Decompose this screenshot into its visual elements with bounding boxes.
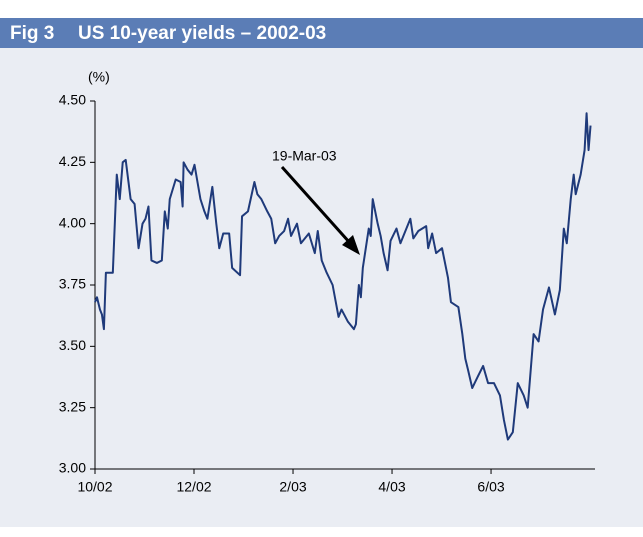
- chart-panel: [0, 48, 643, 527]
- figure-label: Fig 3: [10, 23, 54, 44]
- x-tick-label: 2/03: [279, 479, 306, 495]
- x-tick-label: 12/02: [176, 479, 211, 495]
- y-tick-label: 3.25: [59, 398, 86, 414]
- arrow-head: [342, 235, 360, 255]
- x-tick-label: 6/03: [477, 479, 504, 495]
- y-tick-label: 3.00: [59, 460, 86, 476]
- x-tick-label: 10/02: [77, 479, 112, 495]
- y-tick-label: 3.50: [59, 337, 86, 353]
- yield-line: [94, 112, 592, 441]
- x-tick-label: 4/03: [378, 479, 405, 495]
- chart-title: US 10-year yields – 2002-03: [78, 23, 326, 44]
- y-tick-label: 4.00: [59, 214, 86, 230]
- annotation-arrow: [280, 165, 352, 245]
- y-axis-label: (%): [88, 69, 110, 85]
- y-tick-label: 4.50: [59, 92, 86, 108]
- y-tick-label: 3.75: [59, 276, 86, 292]
- annotation: 19-Mar-03: [272, 148, 337, 164]
- y-tick-label: 4.25: [59, 153, 86, 169]
- header-bar: [0, 18, 643, 48]
